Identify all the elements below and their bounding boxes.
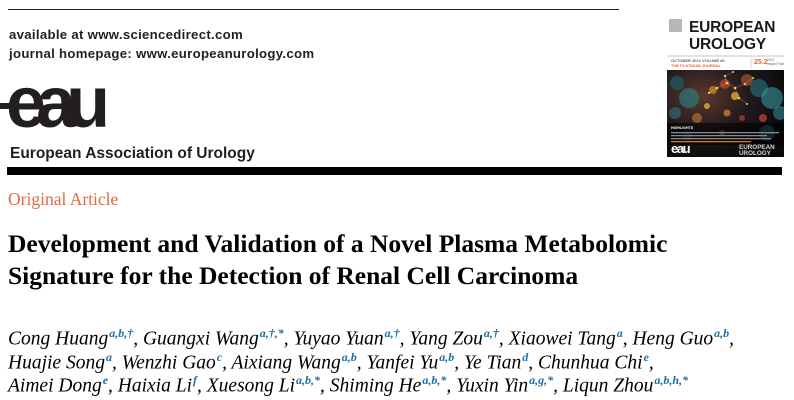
svg-text:eau: eau xyxy=(671,141,691,156)
svg-text:THE PLATINUM JOURNAL: THE PLATINUM JOURNAL xyxy=(671,63,721,68)
svg-text:HIGHLIGHTS: HIGHLIGHTS xyxy=(671,126,694,130)
svg-text:Impact Factor: Impact Factor xyxy=(767,62,784,66)
svg-text:UROLOGY: UROLOGY xyxy=(739,150,772,157)
svg-text:25.2: 25.2 xyxy=(754,59,768,66)
